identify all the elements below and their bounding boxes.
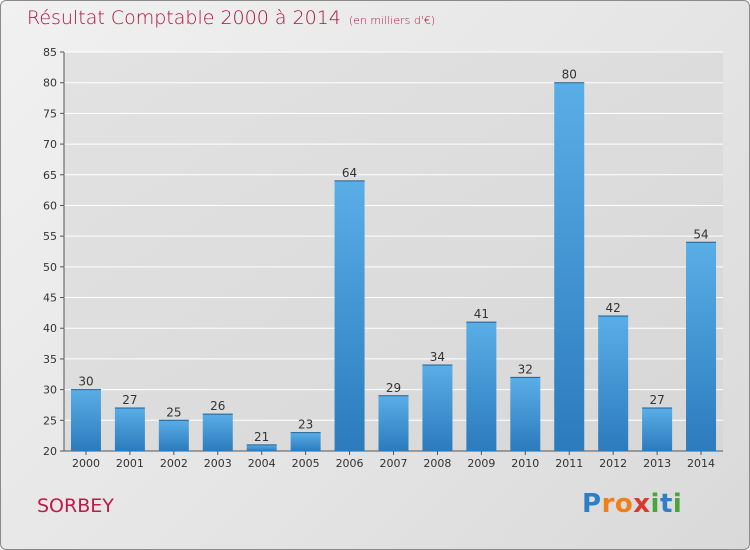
- bar-value-label: 21: [254, 430, 269, 444]
- x-tick-label: 2000: [72, 457, 100, 470]
- y-tick-label: 45: [43, 292, 57, 305]
- bar: [202, 414, 233, 451]
- bar: [158, 420, 189, 451]
- logo-letter: i: [672, 489, 683, 519]
- bar: [554, 82, 585, 451]
- bar-value-label: 64: [342, 166, 357, 180]
- y-tick-label: 80: [43, 77, 57, 90]
- logo-letter: x: [633, 489, 651, 519]
- logo-letter: P: [582, 489, 602, 519]
- y-tick-label: 75: [43, 107, 57, 120]
- x-tick-label: 2001: [116, 457, 144, 470]
- y-tick-label: 35: [43, 353, 57, 366]
- x-tick-label: 2003: [204, 457, 232, 470]
- y-tick-label: 65: [43, 169, 57, 182]
- bar-value-label: 25: [166, 405, 181, 419]
- x-tick-label: 2008: [423, 457, 451, 470]
- logo-letter: o: [614, 489, 634, 519]
- logo-letter: i: [650, 489, 660, 519]
- x-tick-label: 2010: [511, 457, 539, 470]
- logo-letter: t: [659, 489, 673, 519]
- y-tick-label: 40: [43, 322, 57, 335]
- x-tick-label: 2009: [467, 457, 495, 470]
- bar: [510, 377, 541, 451]
- x-tick-label: 2005: [292, 457, 320, 470]
- y-tick-label: 30: [43, 384, 57, 397]
- bar-value-label: 42: [606, 301, 621, 315]
- bar-value-label: 27: [122, 393, 137, 407]
- bar: [422, 365, 453, 451]
- chart-title: Résultat Comptable 2000 à 2014 (en millie…: [27, 7, 435, 29]
- y-tick-label: 20: [43, 445, 57, 458]
- x-tick-label: 2013: [643, 457, 671, 470]
- bar: [466, 322, 497, 451]
- bar: [246, 444, 277, 451]
- bar-value-label: 26: [210, 399, 225, 413]
- bar-value-label: 54: [693, 227, 708, 241]
- y-tick-label: 25: [43, 414, 57, 427]
- bar: [378, 395, 409, 451]
- bar: [598, 315, 629, 451]
- bar-value-label: 32: [518, 362, 533, 376]
- bar-value-label: 23: [298, 418, 313, 432]
- chart-subtitle: (en milliers d'€): [348, 14, 436, 27]
- bar: [290, 432, 321, 451]
- bar: [70, 389, 101, 451]
- y-tick-label: 50: [43, 261, 57, 274]
- bar-value-label: 41: [474, 307, 489, 321]
- bar-value-label: 27: [649, 393, 664, 407]
- bar: [642, 408, 673, 451]
- bar-value-label: 30: [78, 375, 93, 389]
- x-tick-label: 2007: [380, 457, 408, 470]
- bar: [686, 242, 717, 451]
- bar-value-label: 29: [386, 381, 401, 395]
- x-tick-label: 2004: [248, 457, 276, 470]
- y-tick-label: 60: [43, 199, 57, 212]
- proxiti-logo: Proxiti: [582, 489, 682, 519]
- y-tick-label: 70: [43, 138, 57, 151]
- y-tick-label: 55: [43, 230, 57, 243]
- logo-letter: r: [601, 489, 615, 519]
- x-tick-label: 2002: [160, 457, 188, 470]
- commune-name: SORBEY: [37, 495, 114, 517]
- x-tick-label: 2011: [555, 457, 583, 470]
- bar-value-label: 80: [562, 68, 577, 82]
- x-tick-label: 2014: [687, 457, 715, 470]
- bar-value-label: 34: [430, 350, 445, 364]
- y-tick-label: 85: [43, 46, 57, 59]
- bar: [114, 408, 145, 451]
- chart-title-text: Résultat Comptable 2000 à 2014: [27, 7, 341, 29]
- bar: [334, 180, 365, 451]
- x-tick-label: 2012: [599, 457, 627, 470]
- x-tick-label: 2006: [336, 457, 364, 470]
